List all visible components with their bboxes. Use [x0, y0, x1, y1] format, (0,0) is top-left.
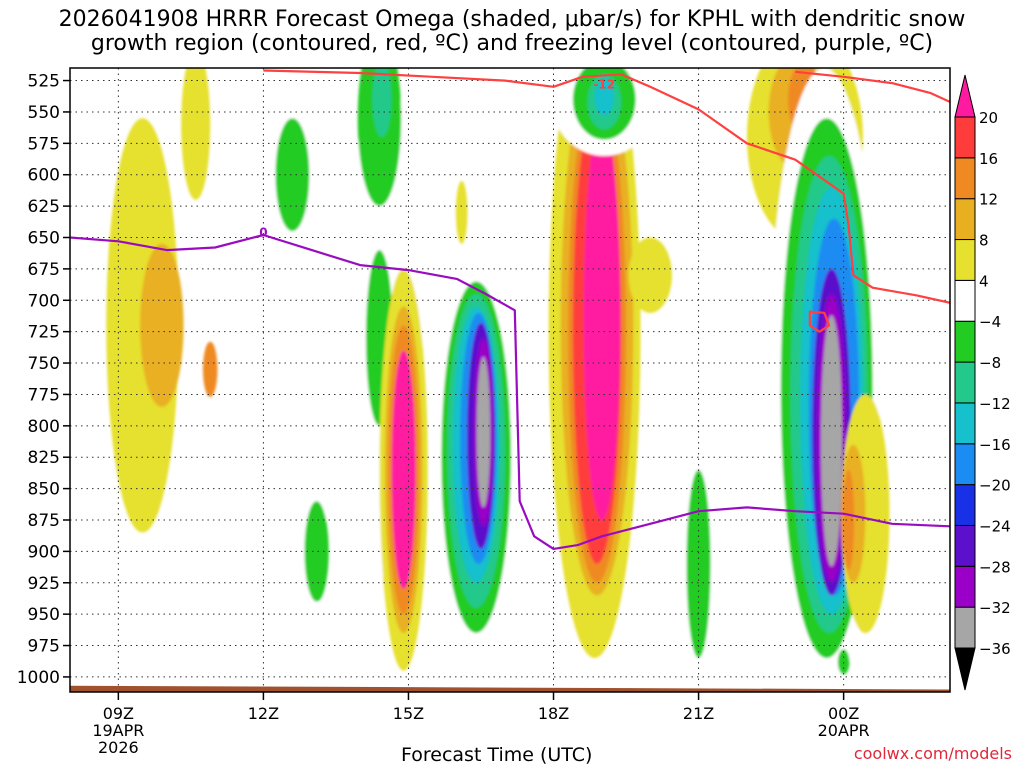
y-tick-label: 525: [28, 72, 60, 92]
colorbar-label: −36: [979, 640, 1011, 658]
x-tick-label: 09Z: [103, 704, 134, 723]
y-tick-label: 1000: [17, 668, 60, 688]
omega-cell-34: [594, 78, 614, 116]
y-tick-label: 650: [28, 228, 60, 248]
omega-cell-22: [476, 356, 491, 508]
colorbar-label: −32: [979, 599, 1011, 617]
y-tick-label: 800: [28, 417, 60, 437]
y-tick-label: 925: [28, 574, 60, 594]
colorbar: 20 16 12 8 4 −4 −8 −12 −16 −20 −24 −28 −32 −36: [954, 74, 1011, 691]
y-tick-label: 850: [28, 480, 60, 500]
chart-title-line-1: 2026041908 HRRR Forecast Omega (shaded, …: [58, 7, 966, 32]
freezing-level-contour: [70, 233, 950, 550]
dgz-contour-1: [795, 70, 950, 103]
colorbar-bin: [954, 484, 976, 526]
y-tick-label: 950: [28, 605, 60, 625]
colorbar-bin: [954, 116, 976, 159]
colorbar-bin: [954, 606, 976, 649]
chart-title: 2026041908 HRRR Forecast Omega (shaded, …: [0, 8, 1024, 56]
omega-cell-30: [628, 237, 672, 313]
y-axis: 525 550 575 600 625 650 675 700 725 750 775 800 825 8…: [17, 72, 70, 688]
omega-cell-2: [202, 341, 218, 397]
contours: -12 0: [70, 69, 950, 550]
gridlines: [70, 68, 950, 692]
x-axis-label: Forecast Time (UTC): [401, 744, 593, 766]
omega-cell-51: [837, 649, 850, 675]
y-tick-label: 775: [28, 385, 60, 405]
y-tick-label: 750: [28, 354, 60, 374]
omega-cell-3: [181, 68, 211, 200]
y-tick-label: 625: [28, 197, 60, 217]
omega-cell-1: [140, 243, 184, 407]
colorbar-label: 12: [979, 191, 998, 209]
dgz-contour-2: [808, 310, 831, 333]
colorbar-label: −4: [979, 313, 1001, 331]
omega-cell-14: [391, 350, 416, 590]
y-tick-label: 550: [28, 103, 60, 123]
omega-cell-10: [372, 68, 392, 138]
colorbar-label: 20: [979, 109, 998, 127]
y-tick-label: 575: [28, 134, 60, 154]
colorbar-bin: [954, 239, 976, 281]
dgz-contour-0: [263, 69, 950, 304]
terrain-fill: [70, 685, 950, 692]
chart-title-line-2: growth region (contoured, red, ºC) and f…: [90, 31, 934, 56]
x-tick-label: 15Z: [393, 704, 424, 723]
omega-cell-29: [583, 118, 621, 520]
dgz-contour-0-label: -12: [593, 77, 615, 91]
colorbar-bin: [954, 320, 976, 363]
y-tick-label: 725: [28, 323, 60, 343]
omega-cell-50: [842, 469, 855, 571]
plot-frame: [69, 67, 951, 693]
x-tick-sublabel: 20APR: [818, 721, 870, 740]
x-tick-label: 21Z: [683, 704, 714, 723]
y-tick-label: 875: [28, 511, 60, 531]
omega-cell-group: [106, 68, 890, 692]
colorbar-label: −8: [979, 354, 1001, 372]
colorbar-label: 4: [979, 272, 989, 290]
y-tick-label: 600: [28, 166, 60, 186]
x-tick-sublabel: 2026: [98, 738, 139, 757]
colorbar-bin: [954, 157, 976, 200]
x-tick-sublabel: 19APR: [92, 721, 144, 740]
colorbar-label: 8: [979, 232, 989, 250]
y-tick-label: 825: [28, 448, 60, 468]
colorbar-bin: [954, 279, 976, 322]
y-tick-label: 700: [28, 291, 60, 311]
colorbar-label: −12: [979, 395, 1011, 413]
freezing-level-contour-label: 0: [259, 225, 267, 239]
credit-link[interactable]: coolwx.com/models: [853, 744, 1012, 763]
colorbar-label: −20: [979, 477, 1011, 495]
y-tick-label: 975: [28, 637, 60, 657]
omega-cell-5: [275, 118, 310, 232]
colorbar-bin: [954, 402, 976, 445]
y-tick-label: 675: [28, 260, 60, 280]
omega-cell-23: [455, 180, 468, 244]
colorbar-bin: [954, 524, 976, 567]
omega-cell-6: [304, 501, 329, 602]
colorbar-bin: [954, 565, 976, 608]
colorbar-bin-high: [954, 74, 976, 118]
colorbar-bin-low: [954, 647, 976, 691]
colorbar-label: 16: [979, 150, 998, 168]
colorbar-label: −24: [979, 517, 1011, 535]
omega-cell-47: [820, 315, 843, 567]
omega-shading: [106, 68, 890, 692]
colorbar-bin: [954, 361, 976, 404]
colorbar-bin: [954, 198, 976, 241]
omega-cell-24: [507, 143, 542, 294]
x-tick-label: 12Z: [248, 704, 279, 723]
x-tick-label: 18Z: [538, 704, 569, 723]
colorbar-label: −16: [979, 436, 1011, 454]
x-tick-label: 00Z: [828, 704, 859, 723]
terrain: [70, 685, 950, 692]
colorbar-label: −28: [979, 558, 1011, 576]
y-tick-label: 900: [28, 542, 60, 562]
colorbar-bin: [954, 443, 976, 486]
